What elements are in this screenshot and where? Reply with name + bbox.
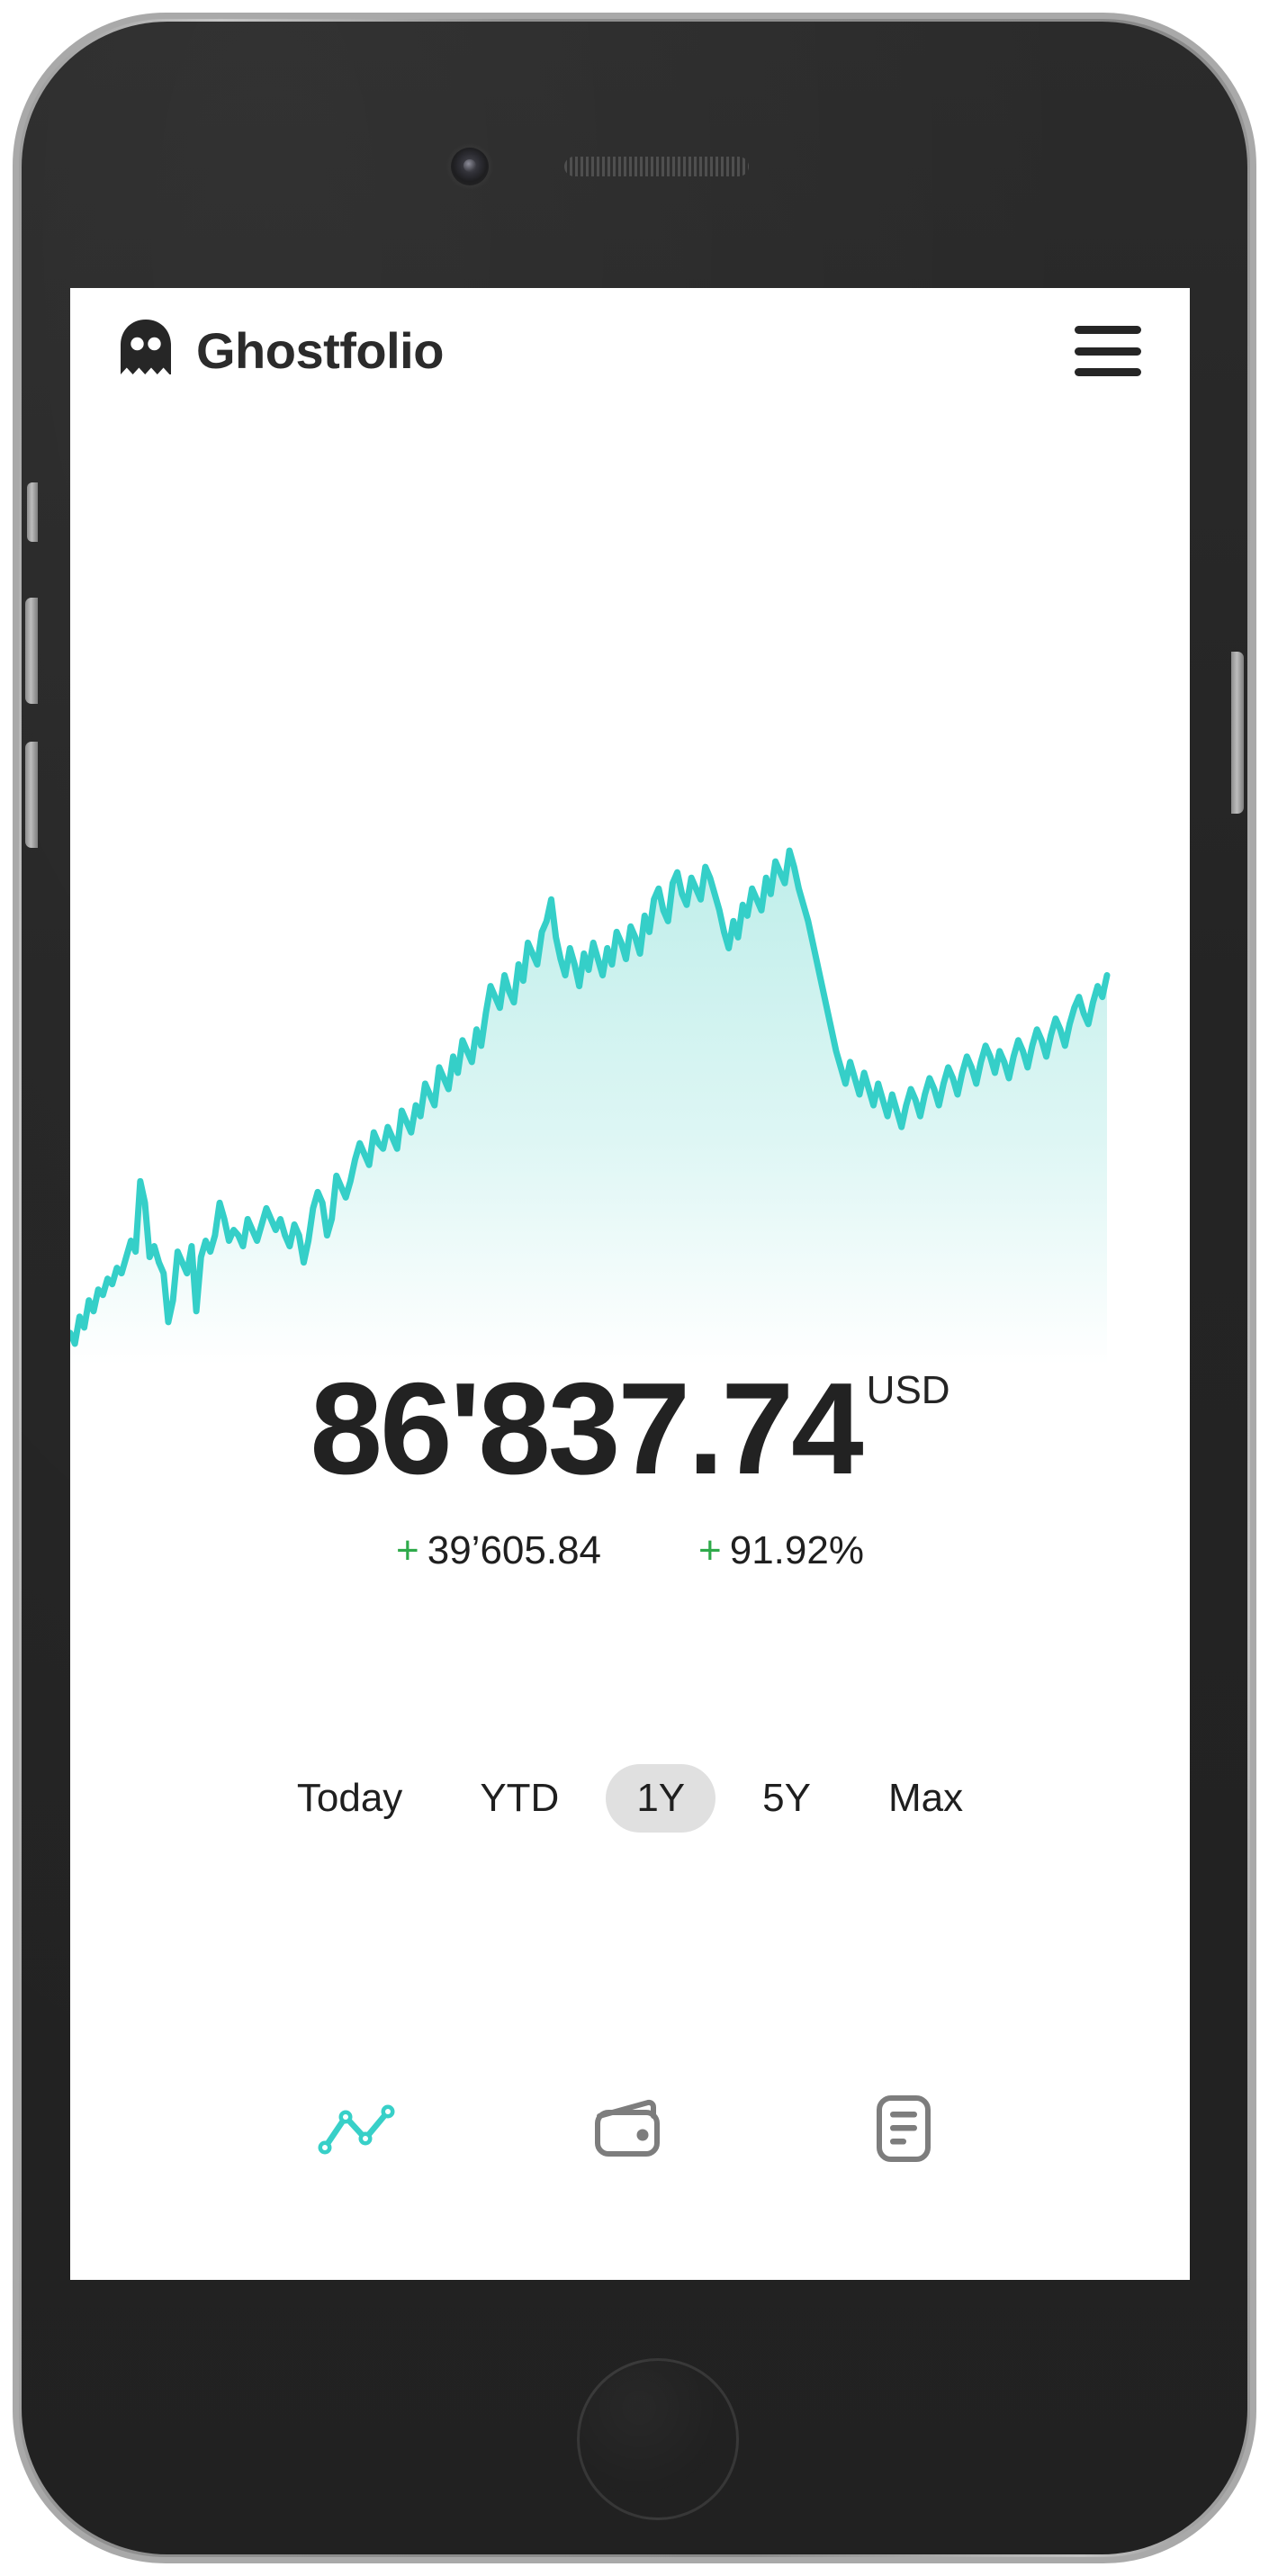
portfolio-currency: USD	[866, 1368, 950, 1412]
percent-change: +91.92%	[698, 1528, 864, 1573]
ghost-icon	[119, 318, 173, 385]
absolute-change: +39’605.84	[396, 1528, 601, 1573]
chart-area-fill	[70, 851, 1107, 1365]
hamburger-bar-1	[1075, 326, 1141, 334]
nav-item-portfolio[interactable]	[587, 2087, 673, 2174]
nav-item-overview[interactable]	[313, 2087, 400, 2174]
brand-title: Ghostfolio	[196, 322, 444, 379]
bottom-navigation	[70, 2087, 1190, 2174]
range-chip-max[interactable]: Max	[887, 1776, 964, 1820]
portfolio-value: 86'837.74	[310, 1356, 863, 1501]
line-chart-icon	[316, 2099, 397, 2163]
portfolio-summary: 86'837.74 USD +39’605.84 +91.92%	[70, 1364, 1190, 1573]
percent-change-sign: +	[698, 1528, 722, 1572]
hamburger-bar-2	[1075, 347, 1141, 356]
chart-line	[70, 847, 1111, 1347]
range-chip-5y[interactable]: 5Y	[762, 1776, 811, 1820]
portfolio-performance-chart[interactable]	[70, 815, 1190, 1373]
volume-up-button[interactable]	[25, 598, 38, 704]
absolute-change-value: 39’605.84	[427, 1528, 602, 1572]
range-chip-today[interactable]: Today	[296, 1776, 403, 1820]
app-header: Ghostfolio	[70, 288, 1190, 414]
nav-item-activities[interactable]	[860, 2087, 947, 2174]
power-button[interactable]	[1231, 652, 1244, 814]
home-button[interactable]	[577, 2358, 739, 2520]
hamburger-menu-icon[interactable]	[1075, 326, 1141, 376]
absolute-change-sign: +	[396, 1528, 419, 1572]
range-chip-1y[interactable]: 1Y	[606, 1764, 716, 1833]
percent-change-value: 91.92%	[729, 1528, 864, 1572]
earpiece-speaker	[564, 157, 749, 176]
front-camera-icon	[451, 148, 489, 185]
wallet-icon	[592, 2096, 668, 2166]
range-chip-ytd[interactable]: YTD	[480, 1776, 560, 1820]
volume-down-button[interactable]	[25, 742, 38, 848]
document-list-icon	[875, 2094, 932, 2168]
brand[interactable]: Ghostfolio	[119, 318, 444, 385]
phone-screen: Ghostfolio 86'837.74 USD	[70, 288, 1190, 2280]
portfolio-value-row: 86'837.74 USD	[310, 1364, 950, 1494]
hamburger-bar-3	[1075, 368, 1141, 376]
performance-row: +39’605.84 +91.92%	[70, 1528, 1190, 1573]
date-range-selector: Today YTD 1Y 5Y Max	[70, 1764, 1190, 1833]
silent-switch[interactable]	[27, 482, 38, 542]
